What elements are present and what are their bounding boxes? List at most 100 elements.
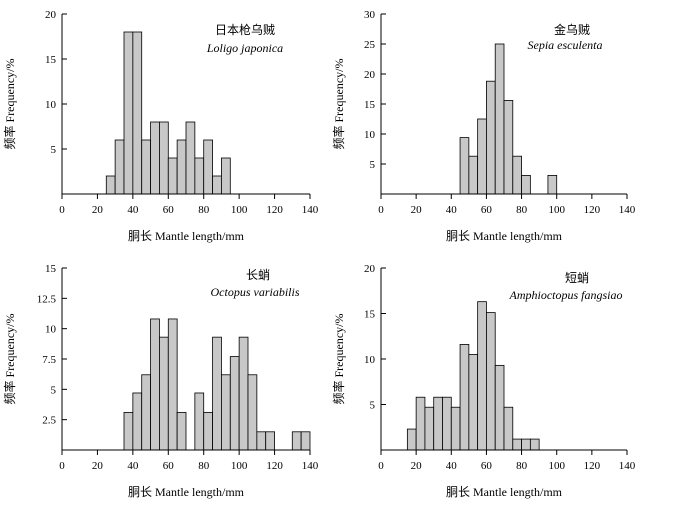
y-tick-label: 5: [370, 400, 376, 412]
histogram-bar: [450, 406, 461, 451]
histogram-bar: [247, 374, 258, 451]
x-tick-label: 140: [619, 204, 636, 216]
x-tick-label: 120: [584, 204, 601, 216]
y-tick-label: 20: [364, 69, 376, 81]
y-tick-label: 5: [51, 384, 57, 396]
x-tick-label: 20: [411, 460, 423, 472]
x-tick-label: 140: [619, 460, 636, 472]
panel-title-latin: Octopus variabilis: [211, 285, 300, 299]
y-tick-label: 10: [45, 99, 57, 111]
y-tick-label: 15: [364, 309, 376, 321]
histogram-bar: [212, 175, 222, 195]
panel-title-latin: Amphioctopus fangsiao: [509, 288, 623, 302]
x-tick-label: 120: [266, 204, 283, 216]
y-tick-label: 2.5: [42, 415, 56, 427]
panel-title-chinese: 短蛸: [565, 271, 589, 285]
histogram-bar: [459, 344, 470, 451]
histogram-bar: [477, 118, 487, 195]
histogram-bar: [415, 396, 426, 451]
histogram-bar: [123, 411, 134, 451]
histogram-bar: [185, 121, 196, 195]
x-tick-label: 100: [231, 204, 248, 216]
histogram-bar: [221, 157, 231, 195]
histogram-bar: [105, 175, 116, 195]
x-tick-label: 80: [198, 460, 210, 472]
histogram-bar: [167, 157, 178, 195]
y-tick-label: 15: [45, 54, 57, 66]
y-tick-label: 25: [364, 39, 376, 51]
y-tick-label: 15: [45, 263, 57, 275]
x-tick-label: 60: [163, 204, 175, 216]
panel-4: 0 20 40 60 80 100 120 140 5 10 15 20 短蛸 Amphioctopus …: [331, 263, 636, 499]
histogram-bar: [150, 318, 160, 451]
x-tick-label: 0: [59, 204, 65, 216]
histogram-bar: [238, 336, 249, 451]
histogram-bar: [424, 406, 435, 451]
histogram-bar: [256, 431, 267, 451]
panel-title-chinese: 日本枪乌贼: [215, 22, 275, 37]
y-tick-label: 15: [364, 99, 376, 111]
x-tick-label: 40: [127, 460, 139, 472]
y-axis-title: 频率 Frequency/%: [331, 59, 346, 150]
panel-title-latin: Loligo japonica: [206, 41, 283, 55]
x-tick-label: 20: [411, 204, 423, 216]
histogram-bar: [167, 318, 178, 451]
histogram-bar: [132, 31, 143, 195]
histogram-bar: [194, 392, 205, 451]
histogram-bar: [468, 155, 479, 195]
x-axis-title: 胴长 Mantle length/mm: [128, 485, 245, 499]
histogram-bar: [159, 336, 169, 451]
histogram-bar: [521, 438, 531, 451]
panel-title-chinese: 金乌贼: [554, 22, 590, 37]
histogram-bar: [194, 157, 205, 195]
histogram-bar: [114, 139, 125, 195]
x-tick-label: 100: [231, 460, 248, 472]
y-tick-label: 30: [364, 9, 376, 21]
histogram-bar: [503, 100, 514, 195]
x-tick-label: 120: [584, 460, 601, 472]
y-tick-label: 10: [45, 324, 57, 336]
x-tick-label: 60: [481, 460, 493, 472]
x-axis-title: 胴长 Mantle length/mm: [446, 229, 563, 243]
x-tick-label: 80: [198, 204, 210, 216]
panel-title-latin: Sepia esculenta: [528, 38, 603, 52]
x-axis-title: 胴长 Mantle length/mm: [446, 485, 563, 499]
y-tick-label: 10: [364, 354, 376, 366]
histogram-bar: [442, 396, 452, 451]
x-tick-label: 40: [127, 204, 139, 216]
histogram-bar: [547, 174, 558, 195]
histogram-bar: [203, 139, 213, 195]
y-tick-label: 20: [364, 263, 376, 275]
panel-title-chinese: 长蛸: [246, 268, 270, 282]
histogram-bar: [494, 43, 505, 195]
histogram-bar: [150, 121, 160, 195]
histogram-bar: [494, 364, 505, 451]
histogram-bar: [477, 301, 487, 451]
y-tick-label: 10: [364, 129, 376, 141]
x-tick-label: 60: [481, 204, 493, 216]
histogram-bar: [486, 80, 496, 195]
x-tick-label: 0: [59, 460, 65, 472]
x-tick-label: 100: [548, 204, 565, 216]
histogram-bar: [176, 139, 187, 195]
histogram-bar: [433, 396, 443, 451]
x-tick-label: 140: [302, 204, 319, 216]
y-tick-label: 5: [370, 159, 376, 171]
y-axis-title: 频率 Frequency/%: [2, 59, 17, 150]
histogram-bar: [459, 137, 470, 195]
y-tick-label: 12.5: [37, 293, 57, 305]
x-tick-label: 40: [446, 460, 458, 472]
histogram-bar: [512, 438, 522, 451]
histogram-bar: [503, 406, 514, 451]
histogram-bar: [141, 374, 151, 451]
y-tick-label: 7.5: [42, 354, 56, 366]
y-tick-label: 20: [45, 9, 57, 21]
histogram-bar: [300, 431, 311, 451]
histogram-bar: [221, 374, 231, 451]
x-tick-label: 40: [446, 204, 458, 216]
x-tick-label: 80: [516, 460, 528, 472]
histogram-bar: [176, 411, 187, 451]
x-axis-title: 胴长 Mantle length/mm: [128, 229, 245, 243]
histogram-bar: [203, 411, 213, 451]
x-tick-label: 20: [92, 204, 104, 216]
